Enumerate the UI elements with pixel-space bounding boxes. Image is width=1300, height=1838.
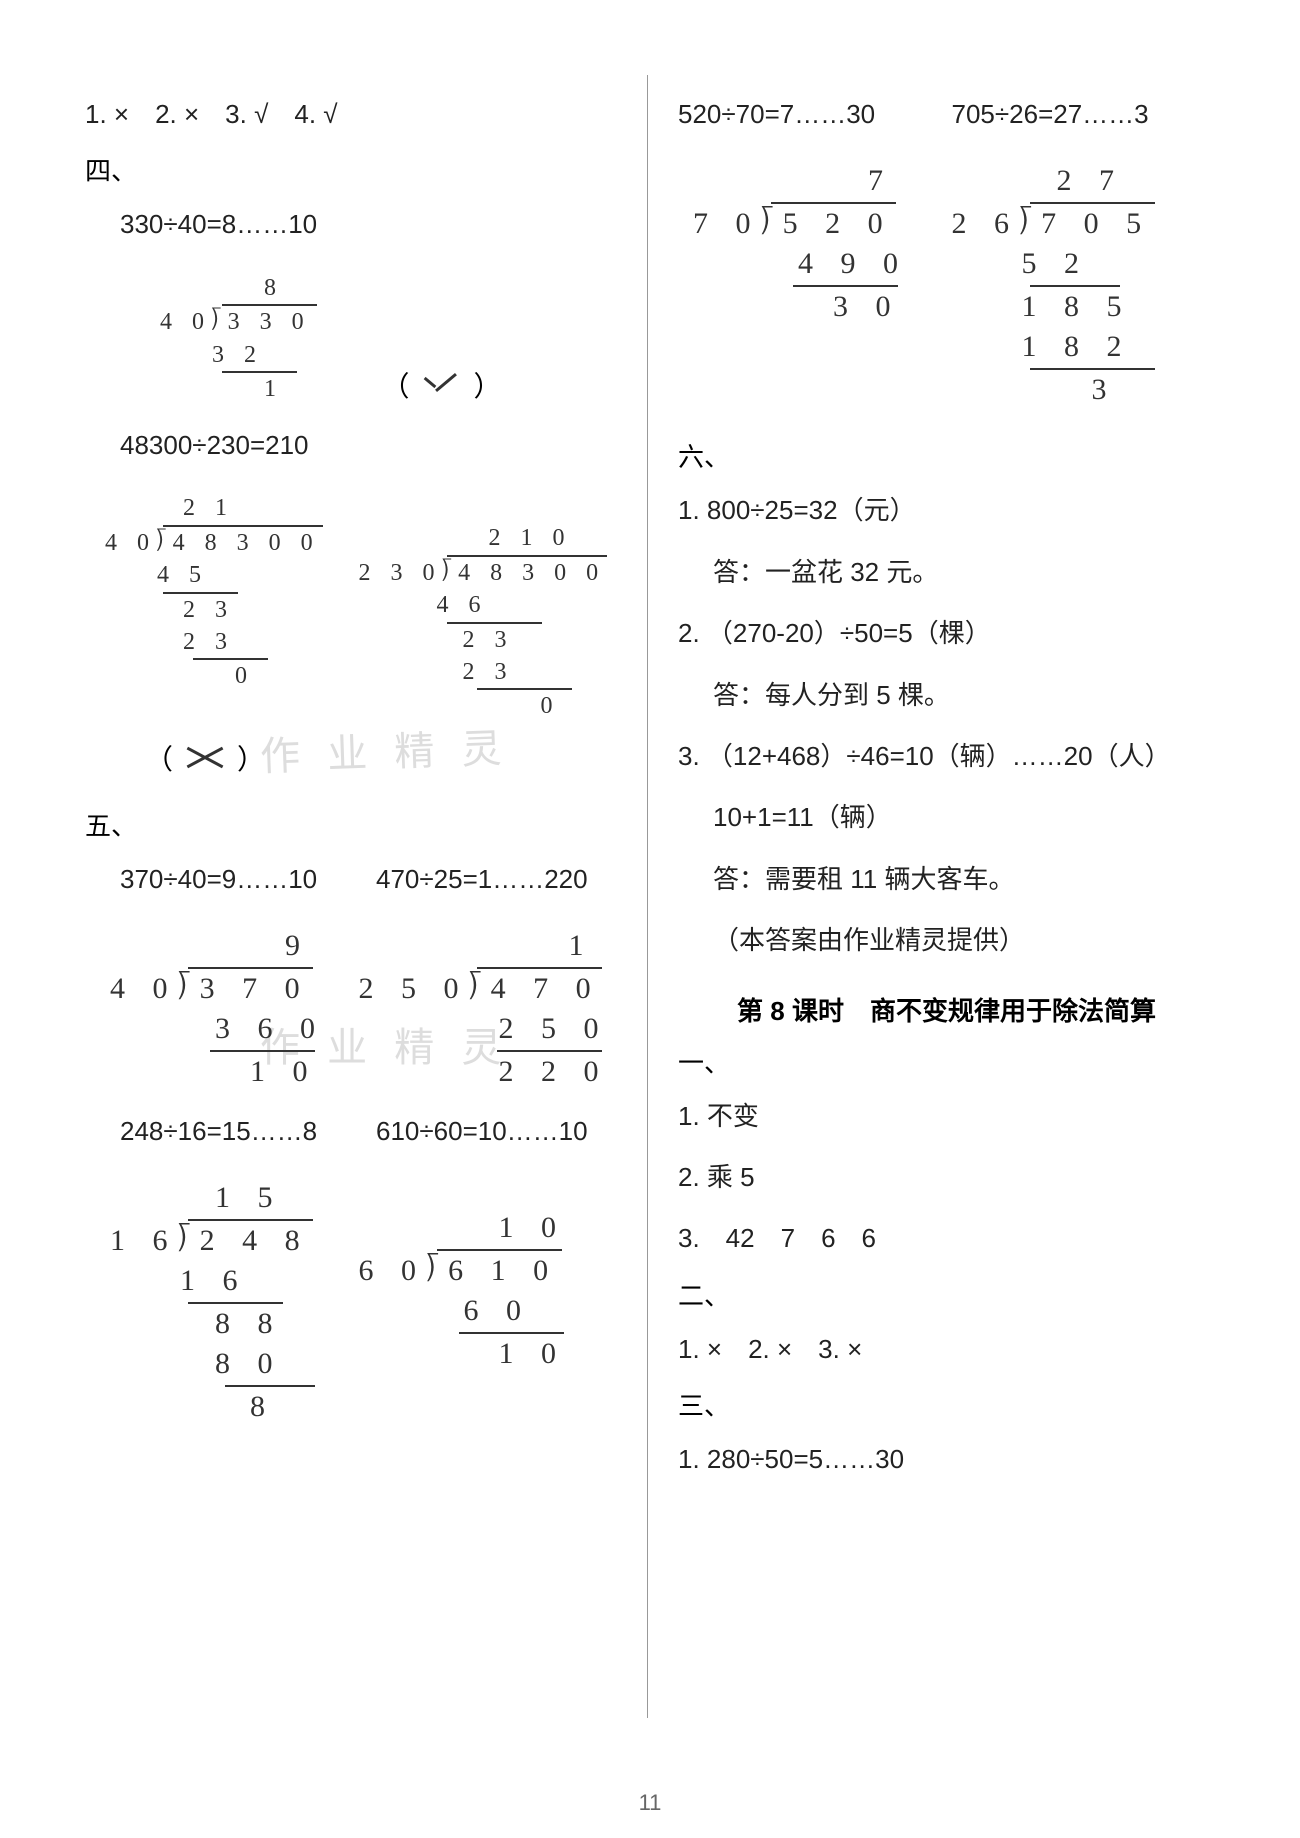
left-column: 1. × 2. × 3. √ 4. √ 四、 330÷40=8……10 8 4 …: [70, 90, 647, 1778]
answer-line: 3. （12+468）÷46=10（辆）……20（人）: [678, 732, 1215, 781]
answer-line: 1. 不变: [678, 1092, 1215, 1141]
divisor-dividend: 2 5 0⟌4 7 0: [359, 969, 609, 1010]
divisor-dividend: 1 6⟌2 4 8: [110, 1221, 315, 1262]
answer-line: 1. 280÷50=5……30: [678, 1435, 1215, 1484]
partial: 8 8: [110, 1304, 315, 1345]
partial: 2 3: [105, 594, 323, 626]
sub-step: 8 0: [110, 1344, 315, 1385]
paren: （: [145, 738, 173, 778]
sub-step: 4 6: [359, 589, 607, 621]
quotient: 1: [359, 926, 609, 967]
long-division-5b: 1 2 5 0⟌4 7 0 2 5 0 2 2 0: [359, 926, 609, 1092]
equation: 470÷25=1……220: [376, 855, 622, 904]
remainder: 0: [359, 690, 607, 722]
answer-line: 3. 42 7 6 6: [678, 1214, 1215, 1263]
answer-text: 答：每人分到 5 棵。: [678, 671, 1215, 720]
divisor-dividend: 4 0⟌4 8 3 0 0: [105, 527, 323, 559]
divisor-dividend: 4 0⟌3 3 0: [160, 306, 317, 338]
section-1-marker: 一、: [678, 1043, 1215, 1080]
page-number: 11: [639, 1790, 662, 1816]
answer-line: 1. 800÷25=32（元）: [678, 486, 1215, 535]
quotient: 2 7: [952, 161, 1155, 202]
check-mark-group: （ ）: [381, 365, 501, 405]
long-division-5c: 1 5 1 6⟌2 4 8 1 6 8 8 8 0 8: [110, 1178, 315, 1427]
long-division-rb: 2 7 2 6⟌7 0 5 5 2 1 8 5 1 8 2 3: [952, 161, 1155, 410]
sub-step: 1 6: [110, 1261, 315, 1302]
long-division-5a: 9 4 0⟌3 7 0 3 6 0 1 0: [110, 926, 325, 1092]
credit-line: （本答案由作业精灵提供）: [678, 916, 1215, 965]
remainder: 0: [105, 660, 323, 692]
sub-step: 3 6 0: [110, 1009, 325, 1050]
paren: （: [381, 365, 409, 405]
right-column: 520÷70=7……30 705÷26=27……3 7 7 0⟌5 2 0 4 …: [648, 90, 1230, 1778]
paren: ）: [473, 365, 501, 405]
answer-text: 答：一盆花 32 元。: [678, 548, 1215, 597]
long-division-5d: 1 0 6 0⟌6 1 0 6 0 1 0: [359, 1208, 567, 1374]
sub-step: 4 9 0: [693, 244, 908, 285]
partial: 2 3: [359, 624, 607, 656]
section-2-marker: 二、: [678, 1276, 1215, 1313]
equation: 330÷40=8……10: [85, 200, 622, 249]
long-division-2b: 2 1 0 2 3 0⟌4 8 3 0 0 4 6 2 3 2 3 0: [359, 522, 607, 722]
section-5-marker: 五、: [85, 806, 622, 843]
sub-step: 2 5 0: [359, 1009, 609, 1050]
sub-step: 6 0: [359, 1291, 567, 1332]
answer-line: 2. （270-20）÷50=5（棵）: [678, 609, 1215, 658]
section-6-marker: 六、: [678, 437, 1215, 474]
quotient: 2 1 0: [359, 522, 607, 554]
long-division-2a: 2 1 4 0⟌4 8 3 0 0 4 5 2 3 2 3 0: [105, 492, 323, 692]
sub-step: 5 2: [952, 244, 1155, 285]
quotient: 1 5: [110, 1178, 315, 1219]
quotient: 7: [693, 161, 908, 202]
remainder: 3 0: [693, 287, 908, 328]
quotient: 9: [110, 926, 325, 967]
equation: 370÷40=9……10: [85, 855, 366, 904]
equation: 610÷60=10……10: [376, 1107, 622, 1156]
quotient: 8: [160, 272, 317, 304]
equation: 520÷70=7……30: [678, 90, 942, 139]
divisor-dividend: 7 0⟌5 2 0: [693, 204, 908, 245]
answer-line: 10+1=11（辆）: [678, 793, 1215, 842]
divisor-dividend: 4 0⟌3 7 0: [110, 969, 325, 1010]
remainder: 8: [110, 1387, 315, 1428]
equation: 248÷16=15……8: [85, 1107, 366, 1156]
remainder: 1 0: [359, 1334, 567, 1375]
divisor-dividend: 2 6⟌7 0 5: [952, 204, 1155, 245]
remainder: 3: [952, 370, 1155, 411]
quotient: 2 1: [105, 492, 323, 524]
sub-step: 2 3: [105, 626, 323, 658]
sub-step: 4 5: [105, 559, 323, 591]
true-false-answers: 1. × 2. × 3. √ 4. √: [85, 90, 622, 139]
cross-mark-group: （ ）: [145, 738, 265, 778]
section-4-marker: 四、: [85, 151, 622, 188]
cross-icon: [183, 740, 227, 776]
answer-line: 2. 乘 5: [678, 1153, 1215, 1202]
divisor-dividend: 6 0⟌6 1 0: [359, 1251, 567, 1292]
sub-step: 1 8 2: [952, 327, 1155, 368]
true-false-answers: 1. × 2. × 3. ×: [678, 1325, 1215, 1374]
answer-text: 答：需要租 11 辆大客车。: [678, 855, 1215, 904]
equation: 48300÷230=210: [85, 421, 622, 470]
section-3-marker: 三、: [678, 1386, 1215, 1423]
remainder: 2 2 0: [359, 1052, 609, 1093]
divisor-dividend: 2 3 0⟌4 8 3 0 0: [359, 557, 607, 589]
check-icon: [419, 367, 463, 403]
page-content: 1. × 2. × 3. √ 4. √ 四、 330÷40=8……10 8 4 …: [70, 90, 1230, 1778]
sub-step: 3 2: [160, 339, 317, 371]
remainder: 1 0: [110, 1052, 325, 1093]
partial: 1 8 5: [952, 287, 1155, 328]
paren: ）: [237, 738, 265, 778]
long-division-1: 8 4 0⟌3 3 0 3 2 1: [160, 272, 317, 406]
equation: 705÷26=27……3: [952, 90, 1216, 139]
long-division-ra: 7 7 0⟌5 2 0 4 9 0 3 0: [693, 161, 908, 327]
lesson-heading: 第 8 课时 商不变规律用于除法简算: [678, 991, 1215, 1028]
quotient: 1 0: [359, 1208, 567, 1249]
sub-step: 2 3: [359, 656, 607, 688]
remainder: 1: [160, 373, 317, 405]
